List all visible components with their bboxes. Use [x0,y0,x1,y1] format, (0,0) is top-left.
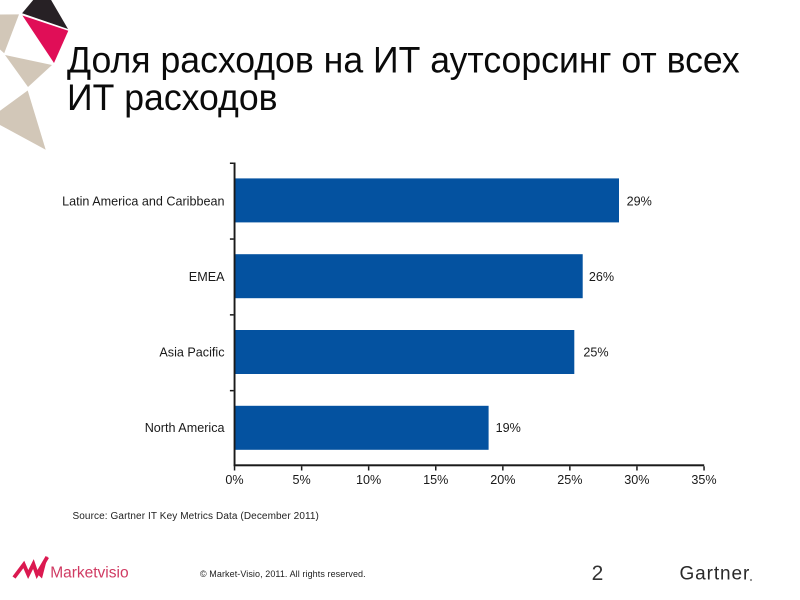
svg-text:Asia Pacific: Asia Pacific [159,346,224,360]
svg-text:15%: 15% [423,473,448,487]
svg-text:2: 2 [592,562,604,585]
svg-text:25%: 25% [557,473,582,487]
svg-text:Доля расходов на ИТ аутсорсинг: Доля расходов на ИТ аутсорсинг от всех [67,39,740,81]
svg-text:10%: 10% [356,473,381,487]
svg-text:19%: 19% [496,421,521,435]
svg-text:26%: 26% [589,270,614,284]
svg-text:5%: 5% [292,473,310,487]
svg-text:© Market-Visio, 2011. All righ: © Market-Visio, 2011. All rights reserve… [200,569,366,579]
svg-text:25%: 25% [583,346,608,360]
svg-text:20%: 20% [490,473,515,487]
svg-text:Marketvisio: Marketvisio [50,565,128,582]
svg-text:Latin America and Caribbean: Latin America and Caribbean [62,194,224,208]
svg-text:North America: North America [145,421,225,435]
svg-text:Source: Gartner IT Key Metrics: Source: Gartner IT Key Metrics Data (Dec… [73,511,320,522]
svg-text:35%: 35% [691,473,716,487]
svg-text:EMEA: EMEA [189,270,225,284]
svg-text:ИТ расходов: ИТ расходов [67,76,278,118]
svg-text:29%: 29% [627,194,652,208]
svg-text:0%: 0% [225,473,243,487]
svg-text:30%: 30% [624,473,649,487]
svg-text:Gartner: Gartner [680,564,751,585]
